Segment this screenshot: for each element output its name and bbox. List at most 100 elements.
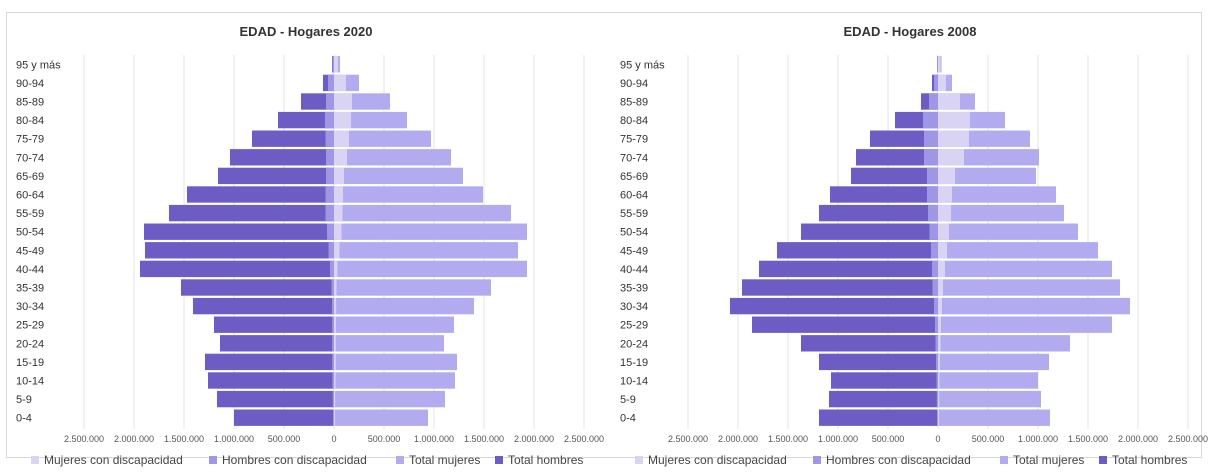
y-category-label: 60-64 xyxy=(16,190,44,202)
bar-hombres-con-discapacidad-50-54 xyxy=(327,223,334,240)
bar-mujeres-con-discapacidad-45-49 xyxy=(334,242,340,259)
bar-hombres-con-discapacidad-65-69 xyxy=(927,167,938,185)
bar-total-mujeres-50-54 xyxy=(334,223,527,240)
bar-total-hombres-45-49 xyxy=(145,242,334,259)
bar-total-mujeres-30-34 xyxy=(334,297,474,315)
y-category-label: 95 y más xyxy=(16,59,61,71)
legend-label: Mujeres con discapacidad xyxy=(44,453,183,467)
bar-mujeres-con-discapacidad-40-44 xyxy=(938,260,945,278)
bar-total-hombres-25-29 xyxy=(214,316,334,333)
bar-mujeres-con-discapacidad-65-69 xyxy=(938,167,955,185)
y-category-label: 45-49 xyxy=(620,245,648,257)
legend-item-total-hombres: Total hombres xyxy=(495,453,583,467)
bar-hombres-con-discapacidad-10-14 xyxy=(332,372,334,389)
bar-total-hombres-50-54 xyxy=(801,223,938,240)
bar-total-mujeres-5-9 xyxy=(938,390,1041,408)
bar-total-mujeres-55-59 xyxy=(334,204,511,222)
bar-total-mujeres-45-49 xyxy=(938,242,1098,259)
bar-mujeres-con-discapacidad-95-y-m-s xyxy=(334,56,338,73)
bar-mujeres-con-discapacidad-35-39 xyxy=(334,279,337,296)
bar-total-hombres-45-49 xyxy=(777,242,938,259)
bar-total-mujeres-0-4 xyxy=(334,409,428,426)
bar-total-hombres-70-74 xyxy=(230,149,334,166)
bar-total-mujeres-60-64 xyxy=(938,186,1056,203)
bar-total-mujeres-5-9 xyxy=(334,390,445,408)
bar-hombres-con-discapacidad-45-49 xyxy=(328,242,334,259)
bar-total-mujeres-30-34 xyxy=(938,297,1130,315)
y-category-label: 35-39 xyxy=(16,283,44,295)
x-tick-label: 1.000.000 xyxy=(214,434,254,444)
bar-total-hombres-60-64 xyxy=(187,186,334,203)
x-tick-label: 500.000 xyxy=(872,434,905,444)
bar-hombres-con-discapacidad-20-24 xyxy=(935,335,938,352)
x-tick-label: 2.000.000 xyxy=(514,434,554,444)
bar-hombres-con-discapacidad-75-79 xyxy=(325,130,334,147)
legend-label: Hombres con discapacidad xyxy=(222,453,367,467)
bar-mujeres-con-discapacidad-70-74 xyxy=(334,149,347,166)
bar-hombres-con-discapacidad-75-79 xyxy=(924,130,938,147)
y-category-label: 10-14 xyxy=(620,376,648,388)
bar-hombres-con-discapacidad-85-89 xyxy=(326,93,334,110)
x-tick-label: 2.500.000 xyxy=(64,434,104,444)
bar-mujeres-con-discapacidad-60-64 xyxy=(334,186,343,203)
bar-total-mujeres-25-29 xyxy=(334,316,454,333)
x-tick-label: 2.500.000 xyxy=(1168,434,1208,444)
bar-hombres-con-discapacidad-55-59 xyxy=(928,204,938,222)
bar-mujeres-con-discapacidad-65-69 xyxy=(334,167,344,185)
bar-total-mujeres-10-14 xyxy=(334,372,455,389)
bar-total-hombres-15-19 xyxy=(819,353,938,371)
bar-hombres-con-discapacidad-60-64 xyxy=(927,186,938,203)
x-tick-label: 500.000 xyxy=(368,434,401,444)
bar-hombres-con-discapacidad-5-9 xyxy=(936,390,938,408)
bar-total-hombres-10-14 xyxy=(208,372,334,389)
legend-item-hombres-con-discapacidad: Hombres con discapacidad xyxy=(813,453,971,467)
bar-mujeres-con-discapacidad-10-14 xyxy=(938,372,940,389)
x-tick-label: 0 xyxy=(331,434,336,444)
legend-label: Total hombres xyxy=(1112,453,1187,467)
x-tick-label: 2.500.000 xyxy=(564,434,604,444)
bar-hombres-con-discapacidad-5-9 xyxy=(332,390,334,408)
bar-hombres-con-discapacidad-35-39 xyxy=(932,279,938,296)
bar-hombres-con-discapacidad-90-94 xyxy=(328,74,334,92)
bar-total-hombres-65-69 xyxy=(851,167,938,185)
bar-hombres-con-discapacidad-70-74 xyxy=(924,149,938,166)
bar-total-hombres-30-34 xyxy=(193,297,334,315)
y-category-label: 95 y más xyxy=(620,59,665,71)
bar-hombres-con-discapacidad-0-4 xyxy=(937,409,938,426)
bar-total-hombres-60-64 xyxy=(830,186,938,203)
bar-total-hombres-40-44 xyxy=(759,260,938,278)
bar-total-hombres-20-24 xyxy=(220,335,334,352)
bar-mujeres-con-discapacidad-0-4 xyxy=(938,409,939,426)
bar-mujeres-con-discapacidad-30-34 xyxy=(334,297,337,315)
bar-mujeres-con-discapacidad-10-14 xyxy=(334,372,336,389)
bar-total-mujeres-60-64 xyxy=(334,186,483,203)
bar-hombres-con-discapacidad-80-84 xyxy=(923,111,938,129)
y-category-label: 90-94 xyxy=(620,78,648,90)
bar-hombres-con-discapacidad-25-29 xyxy=(332,316,334,333)
bar-mujeres-con-discapacidad-35-39 xyxy=(938,279,943,296)
bar-mujeres-con-discapacidad-45-49 xyxy=(938,242,947,259)
y-category-label: 0-4 xyxy=(620,413,636,425)
bar-hombres-con-discapacidad-40-44 xyxy=(330,260,334,278)
bar-mujeres-con-discapacidad-25-29 xyxy=(334,316,336,333)
bar-hombres-con-discapacidad-70-74 xyxy=(326,149,334,166)
bar-total-mujeres-20-24 xyxy=(938,335,1070,352)
bar-mujeres-con-discapacidad-80-84 xyxy=(334,111,351,129)
y-category-label: 55-59 xyxy=(620,208,648,220)
bar-mujeres-con-discapacidad-40-44 xyxy=(334,260,338,278)
bar-total-mujeres-35-39 xyxy=(938,279,1120,296)
y-category-label: 10-14 xyxy=(16,376,44,388)
chart-title: EDAD - Hogares 2008 xyxy=(844,24,977,39)
bar-mujeres-con-discapacidad-15-19 xyxy=(938,353,940,371)
bar-total-mujeres-65-69 xyxy=(334,167,463,185)
bar-mujeres-con-discapacidad-5-9 xyxy=(334,390,336,408)
y-category-label: 15-19 xyxy=(16,357,44,369)
bar-total-hombres-35-39 xyxy=(742,279,938,296)
bar-total-mujeres-65-69 xyxy=(938,167,1036,185)
bar-mujeres-con-discapacidad-20-24 xyxy=(334,335,336,352)
legend-label: Mujeres con discapacidad xyxy=(648,453,787,467)
bar-total-mujeres-45-49 xyxy=(334,242,518,259)
bar-hombres-con-discapacidad-10-14 xyxy=(936,372,938,389)
bar-total-mujeres-70-74 xyxy=(334,149,451,166)
bar-total-mujeres-25-29 xyxy=(938,316,1112,333)
